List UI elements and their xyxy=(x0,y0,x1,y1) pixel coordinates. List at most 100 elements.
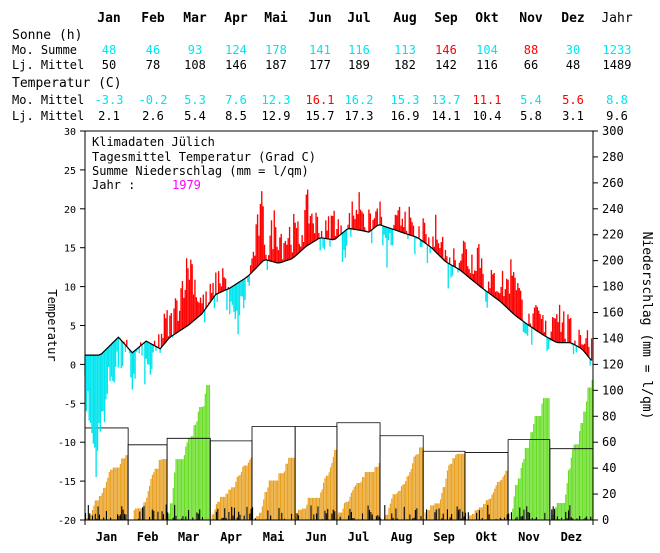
precipitation-cumulative-bar xyxy=(315,498,316,520)
precipitation-cumulative-bar xyxy=(498,482,499,520)
precipitation-cumulative-bar xyxy=(580,423,581,520)
daily-precipitation-bar xyxy=(476,513,477,520)
daily-precipitation-bar xyxy=(118,516,119,520)
precipitation-cumulative-bar xyxy=(163,459,164,520)
header-month-sep: Sep xyxy=(434,11,458,26)
precipitation-cumulative-bar xyxy=(273,480,274,520)
daily-precipitation-bar xyxy=(464,516,465,520)
precipitation-cumulative-bar xyxy=(241,472,242,520)
legend-temperature-label: Tagesmittel Temperatur (Grad C) xyxy=(92,150,316,164)
precipitation-cumulative-bar xyxy=(547,398,548,520)
precipitation-cumulative-bar xyxy=(441,493,442,520)
precipitation-cumulative-bar xyxy=(504,475,505,520)
precipitation-cumulative-bar xyxy=(305,509,306,520)
precipitation-cumulative-bar xyxy=(437,503,438,520)
precipitation-cumulative-bar xyxy=(522,462,523,520)
temperature-deviation-bars xyxy=(85,190,592,477)
precipitation-cumulative-bar xyxy=(355,485,356,520)
sonne-mo-value: 116 xyxy=(348,43,370,57)
daily-precipitation-bar xyxy=(121,506,122,520)
left-axis-tick-label: -20 xyxy=(58,516,76,527)
daily-precipitation-bar xyxy=(249,514,250,520)
precipitation-cumulative-bar xyxy=(233,487,234,520)
precipitation-cumulative-bar xyxy=(245,466,246,520)
precipitation-cumulative-bar xyxy=(372,472,373,520)
daily-precipitation-bar xyxy=(316,513,317,520)
precipitation-cumulative-bar xyxy=(376,467,377,520)
header-month-jan: Jan xyxy=(97,11,120,26)
sonne-mo-label: Mo. Summe xyxy=(12,43,77,57)
precipitation-cumulative-bar xyxy=(178,459,179,520)
precipitation-cumulative-bar xyxy=(312,498,313,520)
sonne-lj-value: 108 xyxy=(184,58,206,72)
precipitation-cumulative-bar xyxy=(341,513,342,520)
precipitation-cumulative-bar xyxy=(564,503,565,520)
precipitation-cumulative-bar xyxy=(366,472,367,520)
right-axis-tick-label: 300 xyxy=(602,124,624,138)
precipitation-cumulative-bar xyxy=(107,478,108,520)
precipitation-cumulative-bar xyxy=(542,404,543,520)
precipitation-bars xyxy=(85,380,593,520)
right-axis-tick-label: 260 xyxy=(602,176,624,190)
daily-precipitation-bar xyxy=(511,512,512,520)
precipitation-cumulative-bar xyxy=(500,480,501,520)
header-month-apr: Apr xyxy=(224,11,248,26)
precipitation-cumulative-bar xyxy=(532,432,533,520)
precipitation-cumulative-bar xyxy=(386,515,387,520)
precipitation-cumulative-bar xyxy=(155,469,156,520)
precipitation-cumulative-bar xyxy=(393,494,394,520)
precipitation-cumulative-bar xyxy=(409,472,410,520)
precipitation-cumulative-bar xyxy=(427,510,428,520)
sonne-mo-value: 1233 xyxy=(603,43,632,57)
precipitation-cumulative-bar xyxy=(567,483,568,520)
precipitation-cumulative-bar xyxy=(560,503,561,520)
precipitation-cumulative-bar xyxy=(93,506,94,520)
precipitation-cumulative-bar xyxy=(558,503,559,520)
precipitation-cumulative-bar xyxy=(124,458,125,520)
precipitation-cumulative-bar xyxy=(540,416,541,520)
precipitation-cumulative-bar xyxy=(188,438,189,520)
precipitation-cumulative-bar xyxy=(221,497,222,520)
daily-precipitation-bar xyxy=(217,509,218,520)
precipitation-cumulative-bar xyxy=(561,503,562,520)
precipitation-cumulative-bar xyxy=(223,497,224,520)
daily-precipitation-bar xyxy=(198,514,199,520)
x-axis-month-label: Sep xyxy=(433,530,455,544)
daily-precipitation-bar xyxy=(586,517,587,520)
left-axis-tick-label: 15 xyxy=(64,244,76,255)
precipitation-cumulative-bar xyxy=(262,506,263,520)
precipitation-cumulative-bar xyxy=(440,499,441,520)
daily-precipitation-bar xyxy=(123,510,124,520)
precipitation-cumulative-bar xyxy=(171,503,172,520)
header-year-label: Jahr xyxy=(601,11,632,26)
precipitation-cumulative-bar xyxy=(280,473,281,520)
precipitation-cumulative-bar xyxy=(533,424,534,520)
precipitation-cumulative-bar xyxy=(102,493,103,520)
daily-precipitation-bar xyxy=(188,510,189,520)
precipitation-cumulative-bar xyxy=(290,458,291,520)
x-axis-month-label: Aug xyxy=(391,530,413,544)
precipitation-cumulative-bar xyxy=(113,468,114,520)
sonne-mo-value: 141 xyxy=(309,43,331,57)
precipitation-cumulative-bar xyxy=(266,492,267,520)
precipitation-cumulative-bar xyxy=(258,516,259,520)
precipitation-cumulative-bar xyxy=(284,471,285,520)
daily-precipitation-bar xyxy=(231,507,232,520)
daily-precipitation-bar xyxy=(370,512,371,520)
precipitation-cumulative-bar xyxy=(299,510,300,520)
daily-precipitation-bar xyxy=(521,516,522,520)
daily-precipitation-bar xyxy=(391,513,392,520)
daily-precipitation-bar xyxy=(508,513,509,520)
sonne-title: Sonne (h) xyxy=(12,28,82,43)
daily-precipitation-bar xyxy=(348,516,349,520)
precipitation-cumulative-bar xyxy=(430,505,431,520)
precipitation-cumulative-bar xyxy=(242,467,243,520)
precipitation-cumulative-bar xyxy=(425,513,426,520)
precipitation-cumulative-bar xyxy=(114,468,115,520)
precipitation-cumulative-bar xyxy=(334,450,335,520)
daily-precipitation-bar xyxy=(557,516,558,520)
sonne-lj-value: 50 xyxy=(102,58,116,72)
daily-precipitation-bar xyxy=(415,510,416,520)
precipitation-cumulative-bar xyxy=(338,513,339,520)
daily-precipitation-bar xyxy=(528,512,529,520)
